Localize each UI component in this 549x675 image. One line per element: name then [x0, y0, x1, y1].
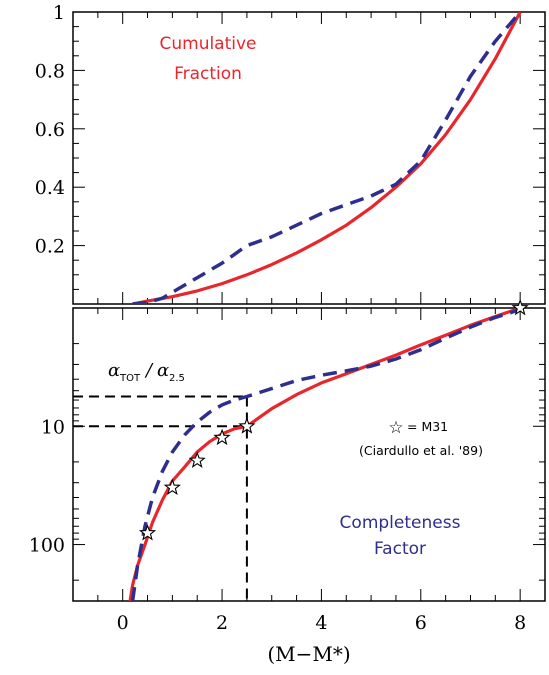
alpha-symbol-2: α: [157, 360, 169, 381]
bottom-panel: 0 2 4 6 8 10 100 α TOT / α 2.5 ☆ = M31 (Ciardu…: [29, 298, 546, 634]
top-y-tick-label: 0.8: [35, 60, 65, 82]
guide-lines: [73, 395, 248, 601]
x-axis-title: (M−M*): [267, 642, 350, 666]
m31-star-point: [511, 298, 529, 316]
top-panel-frame: [72, 11, 546, 305]
m31-star-point: [213, 428, 231, 446]
m31-star-point: [238, 417, 256, 434]
m31-star-point: [163, 478, 181, 495]
bottom-red-line: [128, 308, 521, 601]
bottom-y-tick-label: 10: [41, 416, 65, 438]
bottom-tick-labels: 0 2 4 6 8 10 100: [29, 416, 526, 634]
bottom-x-tick-label: 6: [415, 612, 427, 634]
cumulative-label-line2: Fraction: [174, 64, 242, 84]
top-panel: 0.2 0.4 0.6 0.8 1 Cumulative Fraction: [35, 2, 546, 305]
completeness-label-line1: Completeness: [340, 513, 461, 533]
top-y-ticks: [72, 11, 546, 304]
top-y-tick-label: 1: [53, 2, 65, 24]
bottom-ticks: [72, 307, 546, 602]
top-y-tick-label: 0.4: [35, 177, 65, 199]
top-red-line: [132, 12, 522, 304]
m31-star-points: [138, 298, 529, 541]
bottom-blue-dashed-line: [130, 308, 529, 601]
alpha-sub-tot: TOT: [119, 373, 141, 384]
top-y-tick-label: 0.6: [35, 119, 65, 141]
bottom-panel-frame: [72, 307, 546, 602]
star-legend-marker: ☆: [388, 418, 403, 438]
bottom-x-tick-label: 8: [514, 612, 526, 634]
top-y-tick-labels: 0.2 0.4 0.6 0.8 1: [35, 2, 65, 258]
alpha-symbol-1: α: [108, 360, 120, 381]
bottom-x-tick-label: 4: [315, 612, 327, 634]
top-series: [132, 12, 522, 304]
bottom-x-tick-label: 2: [216, 612, 228, 634]
m31-star-point: [138, 524, 157, 541]
cumulative-label-line1: Cumulative: [159, 34, 256, 54]
star-legend-text: = M31: [407, 419, 448, 434]
m31-star-point: [188, 451, 206, 468]
alpha-sub-25: 2.5: [169, 373, 185, 384]
bottom-y-tick-label: 100: [29, 535, 65, 557]
top-y-tick-label: 0.2: [35, 236, 65, 258]
bottom-series: [128, 308, 529, 601]
completeness-label-line2: Factor: [374, 539, 426, 559]
ratio-slash: /: [144, 360, 154, 381]
top-blue-dashed-line: [132, 12, 522, 304]
bottom-x-tick-label: 0: [117, 612, 129, 634]
alpha-ratio-label: α TOT / α 2.5: [108, 360, 185, 384]
reference-text: (Ciardullo et al. '89): [359, 443, 483, 458]
